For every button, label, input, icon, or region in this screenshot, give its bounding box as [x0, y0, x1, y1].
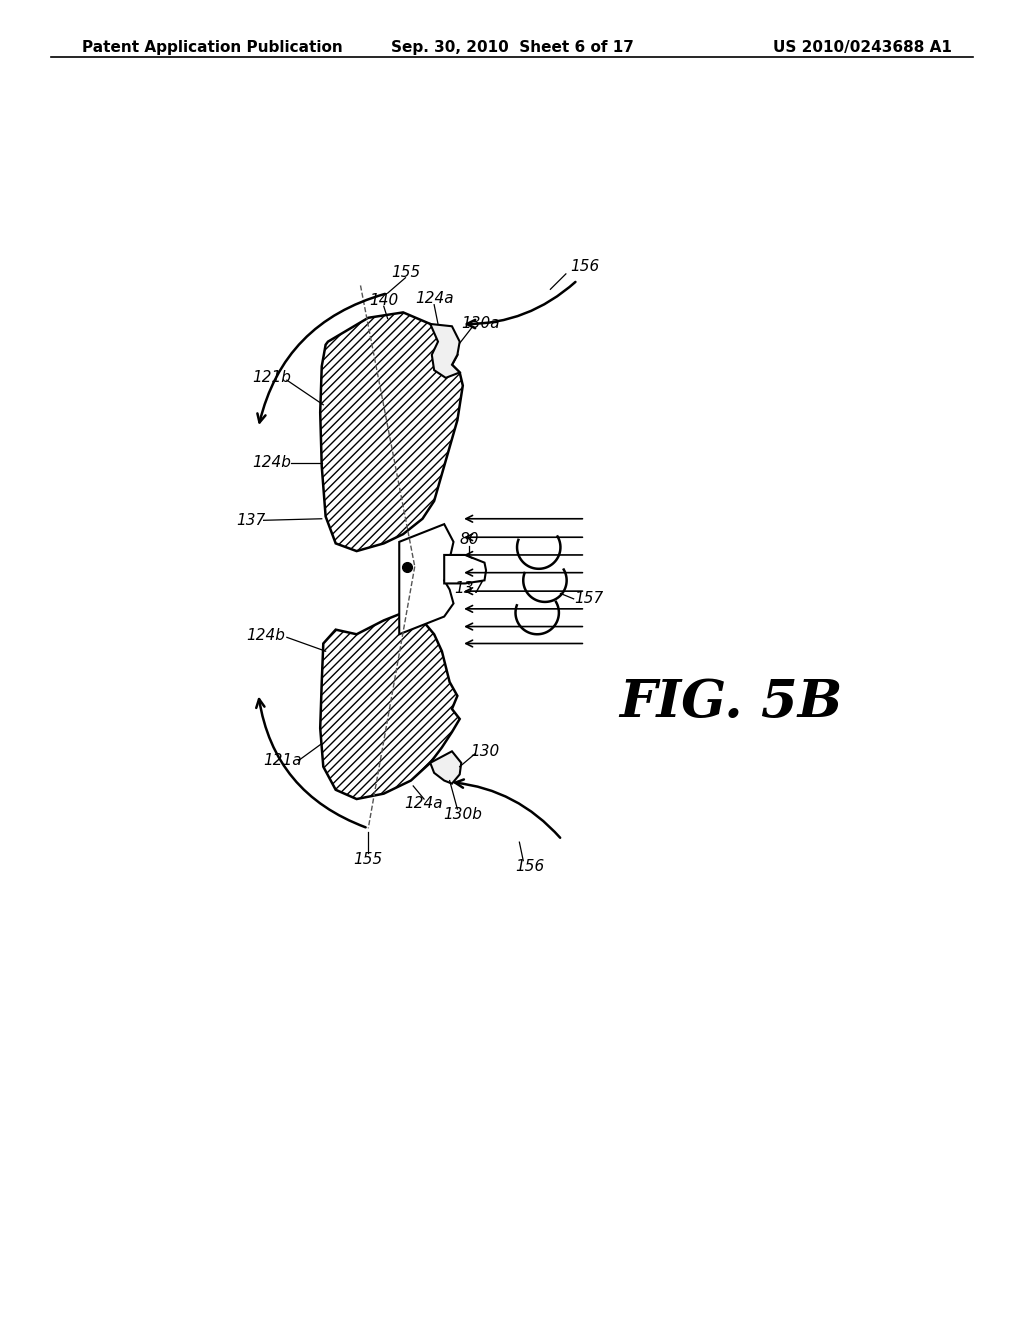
- Text: 130b: 130b: [443, 807, 482, 822]
- Polygon shape: [430, 751, 461, 784]
- Text: 140: 140: [369, 293, 398, 309]
- Text: 124a: 124a: [404, 796, 443, 812]
- Polygon shape: [430, 323, 460, 378]
- Text: 130a: 130a: [462, 317, 500, 331]
- Text: 137: 137: [455, 581, 483, 595]
- Polygon shape: [444, 554, 486, 583]
- Polygon shape: [399, 524, 454, 635]
- Text: 121b: 121b: [252, 371, 291, 385]
- Text: FIG. 5B: FIG. 5B: [620, 677, 843, 727]
- Text: 124a: 124a: [415, 290, 454, 306]
- Text: 155: 155: [353, 851, 383, 867]
- Text: 80: 80: [459, 532, 479, 546]
- Text: US 2010/0243688 A1: US 2010/0243688 A1: [773, 40, 952, 55]
- Text: 157: 157: [574, 591, 604, 606]
- Text: Sep. 30, 2010  Sheet 6 of 17: Sep. 30, 2010 Sheet 6 of 17: [390, 40, 634, 55]
- Text: 124b: 124b: [252, 455, 291, 470]
- Polygon shape: [321, 313, 463, 552]
- Text: 156: 156: [570, 259, 600, 273]
- Text: 130: 130: [470, 743, 499, 759]
- Text: 155: 155: [391, 265, 420, 280]
- Text: 137: 137: [236, 512, 265, 528]
- Text: 124b: 124b: [247, 628, 286, 643]
- Text: Patent Application Publication: Patent Application Publication: [82, 40, 343, 55]
- Polygon shape: [321, 612, 460, 799]
- Text: 121a: 121a: [264, 752, 302, 768]
- Text: 156: 156: [515, 859, 544, 874]
